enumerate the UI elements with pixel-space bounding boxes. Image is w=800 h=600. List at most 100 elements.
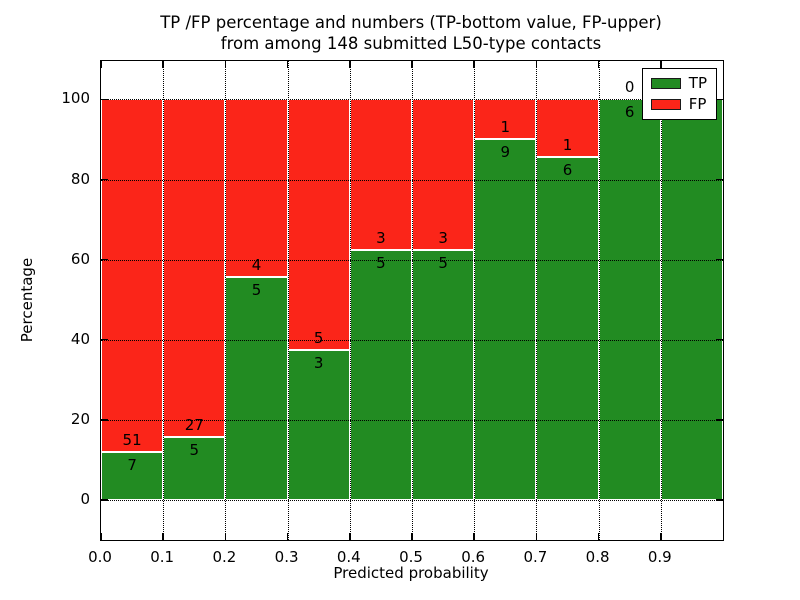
fp-count-label: 5 [313, 328, 324, 347]
y-tick-label: 100 [61, 89, 90, 108]
tick-mark [473, 61, 475, 68]
fp-bar-segment [349, 99, 412, 250]
legend-row-tp: TP [650, 74, 707, 92]
tick-mark [716, 338, 723, 341]
chart-title-line1: TP /FP percentage and numbers (TP-bottom… [160, 13, 662, 32]
tick-mark [597, 61, 600, 68]
tp-count-label: 5 [189, 441, 200, 460]
legend-label-tp: TP [688, 74, 707, 92]
tick-mark [100, 533, 102, 540]
fp-bar-segment [225, 99, 288, 278]
y-tick-label: 60 [70, 249, 90, 268]
fp-count-label: 1 [562, 135, 573, 154]
tp-bar-segment [101, 451, 164, 500]
y-tick-label: 20 [70, 409, 90, 428]
gridline-vertical [287, 61, 289, 540]
tick-mark [535, 533, 538, 540]
gridline-vertical [349, 61, 351, 540]
fp-count-label: 3 [376, 228, 386, 247]
tick-mark [349, 533, 351, 540]
legend: TP FP [641, 68, 717, 120]
tick-mark [101, 419, 108, 421]
plot-area: 5172754553353519160602 TP FP [100, 60, 724, 541]
tp-bar-segment [536, 156, 599, 500]
tp-count-label: 6 [562, 160, 573, 179]
tick-mark [349, 61, 351, 68]
tp-count-label: 3 [313, 353, 324, 372]
x-axis-label: Predicted probability [333, 564, 489, 582]
tick-mark [224, 533, 227, 540]
tp-swatch-icon [650, 78, 681, 89]
gridline-vertical [163, 61, 165, 540]
fp-count-label: 0 [624, 78, 635, 97]
gridline-vertical [412, 61, 413, 540]
gridline-vertical [598, 61, 600, 540]
fp-count-label: 1 [500, 118, 511, 137]
fp-bar-segment [163, 99, 226, 438]
tick-mark [411, 61, 413, 68]
tp-count-label: 5 [251, 281, 262, 300]
tick-mark [716, 499, 723, 501]
tp-bar-segment [287, 349, 350, 500]
fp-swatch-icon [650, 99, 681, 110]
tick-mark [716, 178, 723, 181]
tick-mark [716, 419, 723, 421]
fp-bar-segment [412, 99, 475, 250]
tick-mark [101, 98, 108, 101]
tick-mark [224, 61, 227, 68]
legend-row-fp: FP [650, 95, 707, 113]
tick-mark [286, 533, 289, 540]
tp-count-label: 5 [376, 253, 386, 272]
tick-mark [101, 499, 108, 501]
tick-mark [101, 178, 108, 181]
tp-bar-segment [660, 99, 723, 500]
tp-bar-segment [349, 249, 412, 500]
tick-mark [286, 61, 289, 68]
chart-title-line2: from among 148 submitted L50-type contac… [220, 34, 602, 53]
gridline-vertical [536, 61, 538, 540]
gridline-vertical [225, 61, 227, 540]
tp-bar-segment [412, 249, 475, 500]
tick-mark [716, 98, 723, 101]
fp-bar-segment [101, 99, 164, 452]
tp-count-label: 9 [500, 143, 511, 162]
fp-count-label: 51 [122, 430, 142, 449]
legend-label-fp: FP [688, 95, 707, 113]
tick-mark [101, 258, 108, 261]
tick-mark [597, 533, 600, 540]
x-tick-label: 0.4 [336, 548, 361, 566]
x-tick-label: 0.2 [212, 548, 237, 566]
x-tick-label: 0.6 [461, 548, 486, 566]
x-tick-label: 0.7 [523, 548, 548, 566]
x-tick-label: 0.8 [585, 548, 610, 566]
y-tick-label: 80 [70, 169, 90, 188]
tick-mark [101, 338, 108, 341]
tick-mark [660, 61, 662, 68]
y-tick-label: 40 [70, 329, 90, 348]
tick-mark [660, 533, 662, 540]
gridline-vertical [660, 61, 662, 540]
tick-mark [162, 533, 164, 540]
x-tick-label: 0.1 [150, 548, 175, 566]
fp-count-label: 27 [184, 416, 204, 435]
fp-bar-segment [474, 99, 537, 140]
tick-mark [535, 61, 538, 68]
tick-mark [716, 258, 723, 261]
tick-mark [411, 533, 413, 540]
tick-mark [100, 61, 102, 68]
tp-count-label: 7 [127, 455, 137, 474]
tick-mark [473, 533, 475, 540]
x-tick-label: 0.3 [274, 548, 299, 566]
x-tick-label: 0.5 [399, 548, 423, 566]
fp-count-label: 4 [251, 256, 262, 275]
tp-bar-segment [474, 139, 537, 500]
x-tick-label: 0.0 [88, 548, 112, 566]
tp-count-label: 6 [624, 103, 635, 122]
tp-bar-segment [598, 99, 661, 500]
fp-bar-segment [287, 99, 350, 350]
chart-title: TP /FP percentage and numbers (TP-bottom… [100, 12, 722, 54]
x-tick-label: 0.9 [647, 548, 672, 566]
tick-mark [162, 61, 164, 68]
y-axis-label: Percentage [18, 257, 36, 343]
